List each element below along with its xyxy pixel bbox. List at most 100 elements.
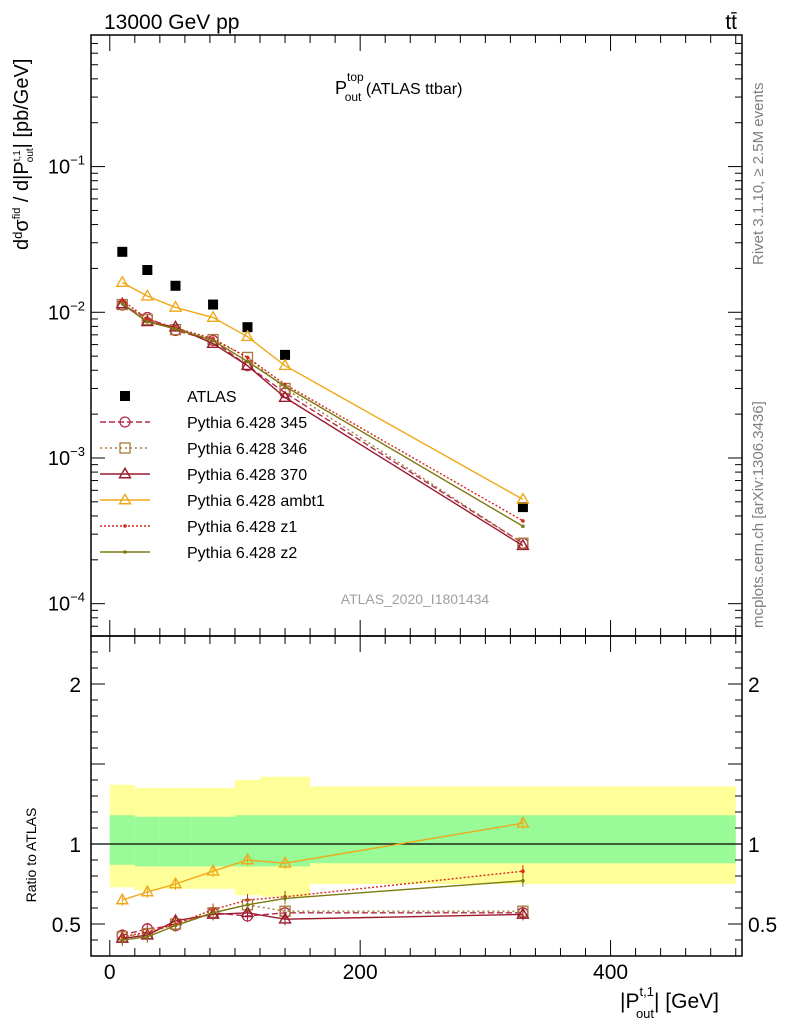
marker-data xyxy=(517,502,528,513)
ratio-marker-ambt1 xyxy=(140,884,155,897)
x-label-sub: out xyxy=(636,1006,654,1021)
x-tick-label: 0 xyxy=(104,961,116,984)
series-line-p346 xyxy=(121,303,524,544)
marker-z2 xyxy=(245,359,250,364)
ratio-marker-p370 xyxy=(240,905,255,918)
mcplots-label: mcplots.cern.ch [arXiv:1306.3436] xyxy=(750,401,767,628)
upper-y-tick-label: 10−4 xyxy=(48,590,85,616)
energy-label: 13000 GeV pp xyxy=(104,11,239,34)
marker-ambt1 xyxy=(278,358,292,371)
legend-label-ambt1: Pythia 6.428 ambt1 xyxy=(187,493,325,510)
ratio-marker-ambt1 xyxy=(516,816,530,828)
marker-z1 xyxy=(521,519,525,523)
legend-label-p370: Pythia 6.428 370 xyxy=(187,467,307,484)
marker-p370 xyxy=(516,538,530,551)
legend-label-p345: Pythia 6.428 345 xyxy=(187,415,307,432)
ratio-marker-ambt1 xyxy=(240,852,255,865)
plot-title-sub: out xyxy=(345,90,362,104)
series-line-z1 xyxy=(121,299,524,522)
ratio-marker-z2 xyxy=(211,911,215,915)
ratio-y-label: Ratio to ATLAS xyxy=(23,808,39,903)
ratio-y-tick-label-right: 2 xyxy=(748,674,760,697)
rivet-label: Rivet 3.1.10, ≥ 2.5M events xyxy=(750,83,767,266)
upper-y-label: ddσfid / d|Pt,1 out| [pb/GeV] xyxy=(10,59,36,250)
marker-ambt1 xyxy=(516,492,530,504)
plot-title-rest: (ATLAS ttbar) xyxy=(361,81,462,98)
ratio-y-tick-label: 1 xyxy=(69,834,81,857)
ratio-marker-p370 xyxy=(516,907,530,919)
marker-z1 xyxy=(145,317,150,321)
upper-y-tick-label: 10−2 xyxy=(48,298,85,324)
marker-ambt1 xyxy=(240,329,255,342)
marker-data xyxy=(242,322,253,333)
marker-z2 xyxy=(120,301,125,306)
process-label: tt̄ xyxy=(725,11,737,34)
upper-y-tick-label: 10−1 xyxy=(48,153,85,179)
ratio-line-z2 xyxy=(122,880,523,941)
legend-marker-ambt1 xyxy=(118,492,132,505)
marker-z1 xyxy=(245,355,250,360)
x-label-main: |P xyxy=(620,990,639,1013)
ratio-series xyxy=(115,816,530,946)
marker-p370 xyxy=(168,320,183,332)
ratio-y-tick-label: 0.5 xyxy=(52,914,81,937)
x-label-sup: t,1 xyxy=(639,984,653,999)
legend-label-p346: Pythia 6.428 346 xyxy=(187,441,307,458)
series-line-ambt1 xyxy=(121,281,524,500)
legend-marker-p346 xyxy=(119,442,131,454)
legend-label-data: ATLAS xyxy=(187,389,237,406)
ratio-marker-z2 xyxy=(245,903,250,907)
ratio-band-stat xyxy=(159,816,192,867)
ratio-marker-z2 xyxy=(145,935,150,939)
ratio-marker-z2 xyxy=(283,896,287,901)
marker-data xyxy=(117,246,128,257)
marker-p370 xyxy=(278,390,292,402)
plot-title: Ptop out (ATLAS ttbar) xyxy=(335,70,462,104)
marker-z2 xyxy=(173,327,178,331)
marker-data xyxy=(208,299,219,310)
ratio-y-tick-label: 2 xyxy=(69,674,81,697)
marker-ambt1 xyxy=(206,310,220,323)
ratio-marker-ambt1 xyxy=(168,876,183,889)
x-tick-label: 200 xyxy=(343,961,378,984)
marker-z2 xyxy=(211,338,215,343)
axes: 10−4 10−3 10−2 10−1 0.5 0.5 1 1 2 2 0 200 400 xyxy=(48,34,777,984)
ratio-marker-p370 xyxy=(278,912,292,924)
marker-z2 xyxy=(145,320,150,324)
x-tick-label: 400 xyxy=(593,961,628,984)
marker-p346 xyxy=(141,314,153,326)
marker-z2 xyxy=(521,524,525,529)
ratio-band-stat xyxy=(134,816,160,867)
legend-marker-z2 xyxy=(123,550,127,554)
ratio-line-p370 xyxy=(122,912,523,940)
marker-data xyxy=(280,349,291,360)
marker-ambt1 xyxy=(115,275,130,287)
ratio-band-stat xyxy=(191,816,235,867)
ratio-band-stat xyxy=(109,815,135,865)
legend: ATLAS Pythia 6.428 345 Pythia 6.428 346 Pyt… xyxy=(100,389,325,562)
ratio-marker-ambt1 xyxy=(206,864,220,876)
ratio-marker-z2 xyxy=(521,879,525,883)
legend-label-z1: Pythia 6.428 z1 xyxy=(187,519,297,536)
upper-y-tick-label: 10−3 xyxy=(48,444,85,470)
legend-marker-data xyxy=(120,391,130,401)
ratio-marker-z2 xyxy=(173,923,178,928)
analysis-id: ATLAS_2020_I1801434 xyxy=(341,591,490,607)
legend-label-z2: Pythia 6.428 z2 xyxy=(187,545,297,562)
legend-marker-p370 xyxy=(118,466,132,479)
marker-p370 xyxy=(115,296,130,309)
ratio-marker-z1 xyxy=(521,869,525,873)
marker-ambt1 xyxy=(168,300,183,312)
marker-z2 xyxy=(283,384,287,389)
legend-marker-z1 xyxy=(123,524,127,528)
ratio-marker-z2 xyxy=(120,938,125,942)
marker-ambt1 xyxy=(140,289,155,301)
ratio-marker-ambt1 xyxy=(115,892,130,905)
marker-p370 xyxy=(240,358,255,371)
marker-p370 xyxy=(140,314,155,327)
marker-data xyxy=(170,280,181,291)
marker-z1 xyxy=(120,298,125,303)
x-label-rest: | [GeV] xyxy=(654,990,719,1013)
ratio-line-p346 xyxy=(122,904,523,938)
